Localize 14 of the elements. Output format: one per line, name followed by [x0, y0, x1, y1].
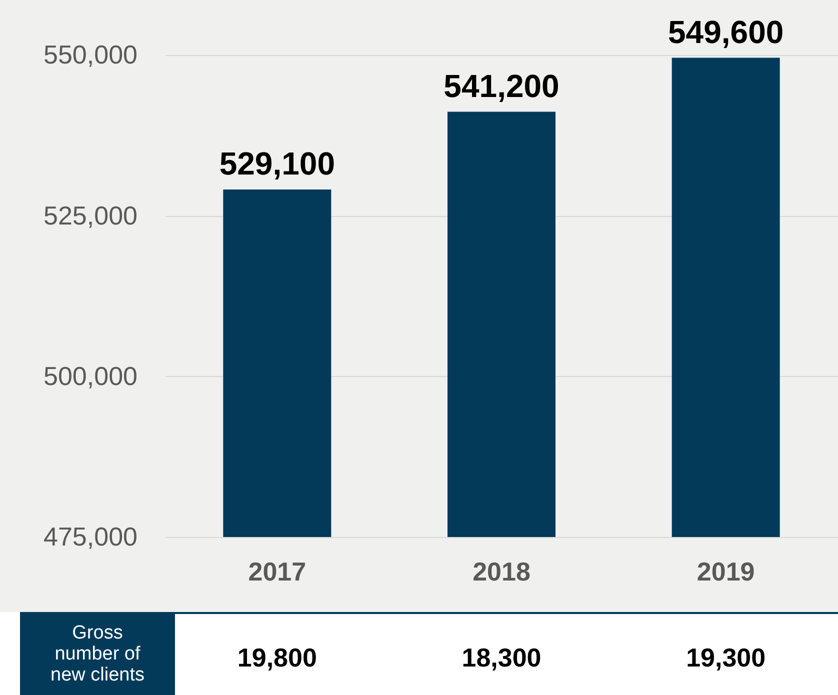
x-tick-label: 2017 — [248, 556, 306, 586]
y-tick-label: 500,000 — [44, 360, 138, 391]
data-label: 549,600 — [668, 14, 784, 50]
text: 19,800 — [237, 642, 317, 672]
text: 19,300 — [686, 642, 766, 672]
y-tick-label: 475,000 — [44, 522, 138, 552]
x-tick-label: 2019 — [696, 556, 755, 586]
text: 18,300 — [462, 642, 542, 672]
x-tick-label: 2018 — [472, 556, 530, 586]
y-tick-label: 525,000 — [44, 200, 138, 230]
text: Gross number of new clients — [50, 622, 144, 686]
data-label: 529,100 — [219, 145, 336, 182]
y-tick-label: 550,000 — [44, 40, 138, 70]
data-label: 541,200 — [444, 68, 560, 104]
